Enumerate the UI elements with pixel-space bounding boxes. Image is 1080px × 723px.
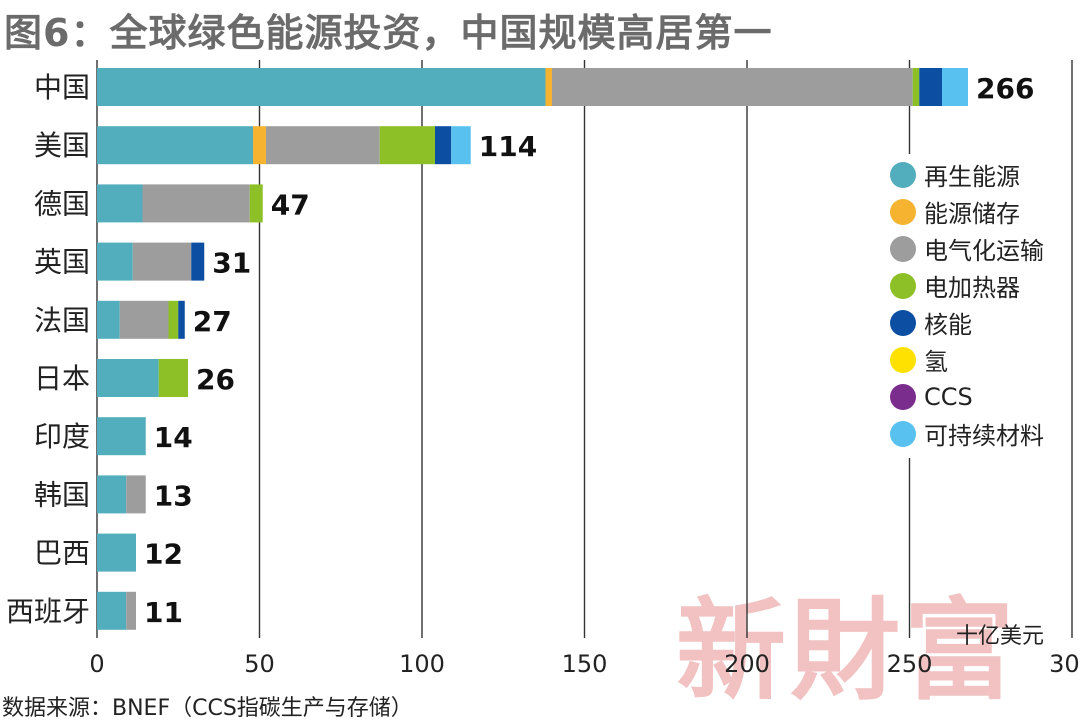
category-label: 法国: [34, 304, 90, 337]
bar-segment: [126, 591, 136, 630]
category-label: 巴西: [34, 537, 90, 570]
bar-segment: [97, 126, 253, 165]
legend-swatch: [890, 420, 916, 447]
legend-item: 氢: [890, 341, 1044, 378]
legend-label: 核能: [924, 311, 972, 339]
bar-segment: [97, 242, 133, 281]
chart-title: 图6：全球绿色能源投资，中国规模高居第一: [4, 11, 773, 55]
legend-swatch: [890, 383, 916, 410]
category-label: 西班牙: [6, 595, 90, 628]
data-label: 47: [271, 188, 310, 221]
x-tick-label: 150: [562, 650, 608, 678]
legend-swatch: [890, 235, 916, 262]
bar-segment: [97, 417, 146, 456]
bar-segment: [266, 126, 380, 165]
category-label: 中国: [34, 71, 90, 104]
bar-segment: [158, 359, 188, 397]
bar-segment: [435, 126, 452, 165]
data-label: 12: [144, 538, 183, 571]
legend-item: 电加热器: [890, 267, 1044, 304]
bar-segment: [919, 68, 942, 106]
bar-segment: [912, 68, 920, 106]
data-label: 26: [196, 363, 235, 396]
legend-label: 电加热器: [924, 274, 1020, 302]
bar-segment: [132, 242, 192, 281]
legend-swatch: [890, 272, 916, 299]
category-label: 德国: [34, 187, 90, 220]
legend-swatch: [890, 346, 916, 373]
bar-segment: [253, 126, 266, 165]
data-label: 114: [479, 130, 537, 163]
legend-item: 电气化运输: [890, 230, 1044, 267]
bar-segment: [97, 68, 546, 106]
bar-segment: [191, 242, 205, 281]
x-tick-label: 0: [89, 650, 104, 678]
legend-label: 氢: [924, 348, 948, 376]
data-label: 13: [154, 479, 193, 512]
legend-item: 再生能源: [890, 156, 1044, 193]
bar-segment: [97, 184, 143, 223]
legend-swatch: [890, 161, 916, 188]
x-tick-label: 300: [1049, 650, 1080, 678]
bar-segment: [379, 126, 435, 165]
legend-label: CCS: [924, 382, 973, 411]
bar-segment: [178, 300, 185, 339]
watermark: 新財富: [676, 586, 1018, 715]
bar-segment: [97, 300, 120, 339]
bar-segment: [97, 359, 159, 397]
legend-label: 可持续材料: [924, 422, 1044, 450]
category-label: 日本: [34, 362, 90, 395]
unit-label: 十亿美元: [956, 624, 1045, 649]
bar-segment: [249, 184, 263, 223]
bar-segment: [97, 591, 127, 630]
legend: 再生能源 能源储存 电气化运输 电加热器 核能 氢 CCS 可持续材料: [888, 154, 1052, 458]
bar-segment: [451, 126, 471, 165]
bar-segment: [552, 68, 913, 106]
bar-segment: [97, 533, 136, 572]
bar-segment: [545, 68, 552, 106]
data-label: 14: [154, 421, 193, 454]
legend-item: 可持续材料: [890, 415, 1044, 452]
bar-segment: [942, 68, 968, 106]
legend-label: 能源储存: [924, 200, 1020, 228]
legend-label: 再生能源: [924, 163, 1020, 191]
category-label: 英国: [34, 246, 90, 279]
data-label: 31: [212, 247, 251, 280]
legend-item: 能源储存: [890, 193, 1044, 230]
category-label: 美国: [34, 129, 90, 162]
bar-segment: [142, 184, 250, 223]
legend-item: 核能: [890, 304, 1044, 341]
x-tick-label: 100: [399, 650, 445, 678]
data-label: 11: [144, 596, 183, 629]
x-tick-label: 250: [887, 650, 933, 678]
category-label: 韩国: [34, 478, 90, 511]
bar-segment: [119, 300, 169, 339]
legend-label: 电气化运输: [924, 237, 1044, 265]
data-label: 266: [976, 72, 1034, 105]
bar-segment: [168, 300, 179, 339]
category-label: 印度: [34, 420, 90, 453]
x-tick-label: 200: [724, 650, 770, 678]
source-note: 数据来源：BNEF（CCS指碳生产与存储）: [2, 696, 413, 721]
bar-segment: [126, 475, 146, 514]
bar-segment: [97, 475, 127, 514]
x-tick-label: 50: [244, 650, 275, 678]
data-label: 27: [193, 305, 232, 338]
legend-item: CCS: [890, 378, 1044, 415]
legend-swatch: [890, 198, 916, 225]
legend-swatch: [890, 309, 916, 336]
